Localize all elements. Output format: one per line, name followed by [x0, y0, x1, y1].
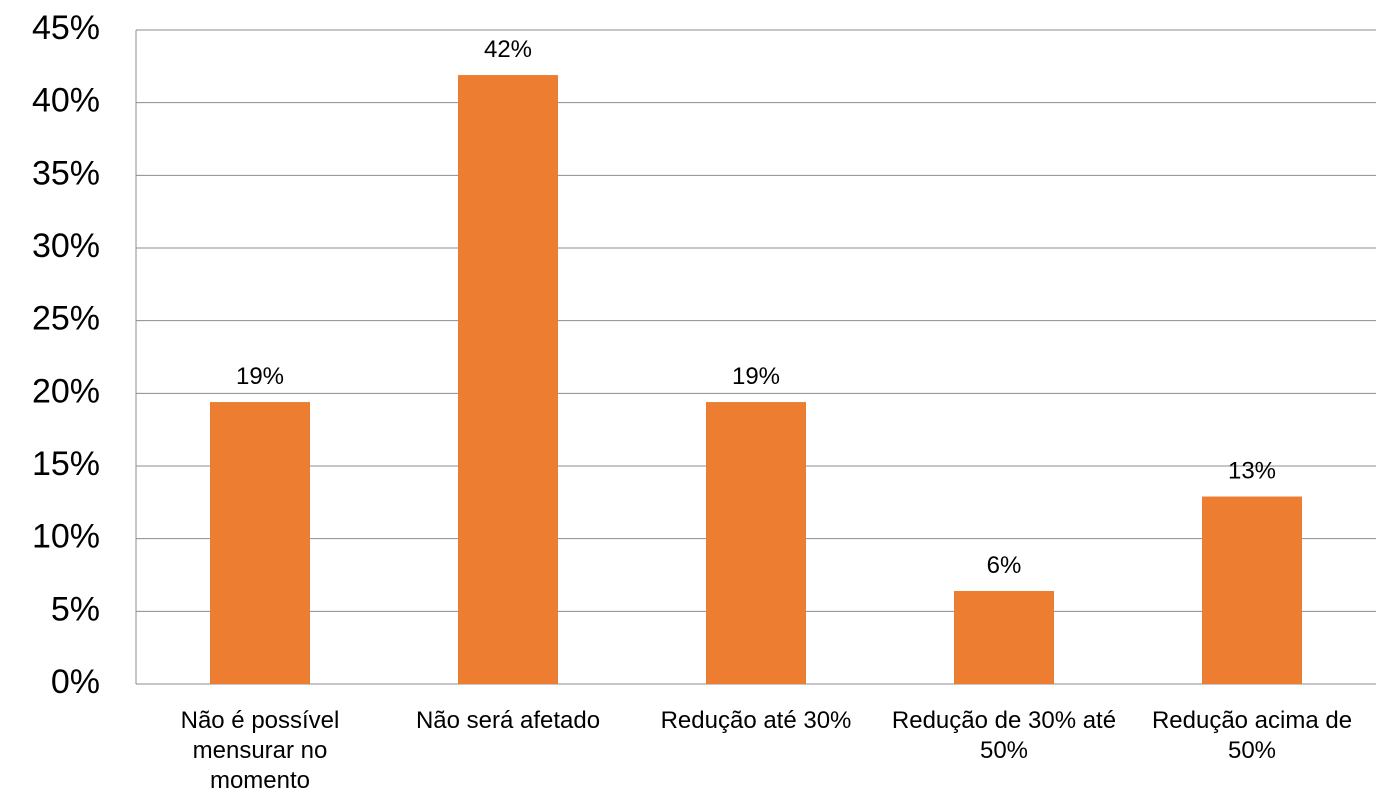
- bar: [458, 75, 558, 684]
- data-label: 19%: [236, 363, 284, 390]
- y-tick-label: 25%: [32, 300, 100, 338]
- bar: [954, 590, 1054, 684]
- y-tick-label: 5%: [51, 590, 100, 628]
- data-label: 13%: [1228, 458, 1276, 485]
- y-tick-label: 20%: [32, 372, 100, 410]
- data-label: 42%: [484, 36, 532, 63]
- data-label: 19%: [732, 363, 780, 390]
- x-tick-label: Redução até 30%: [661, 707, 852, 734]
- x-tick-label: Não será afetado: [416, 707, 600, 734]
- y-tick-label: 15%: [32, 445, 100, 483]
- bar: [1202, 496, 1302, 684]
- bar: [706, 402, 806, 684]
- bar: [210, 402, 310, 684]
- x-tick-label: Não é possível mensurar no momento: [181, 707, 340, 794]
- y-tick-label: 0%: [51, 663, 100, 701]
- y-tick-label: 35%: [32, 154, 100, 192]
- x-tick-label: Redução de 30% até 50%: [892, 707, 1116, 764]
- y-tick-label: 40%: [32, 82, 100, 120]
- y-tick-label: 10%: [32, 518, 100, 556]
- data-label: 6%: [987, 552, 1022, 579]
- x-tick-label: Redução acima de 50%: [1152, 707, 1352, 764]
- y-tick-label: 30%: [32, 227, 100, 265]
- y-tick-label: 45%: [32, 9, 100, 47]
